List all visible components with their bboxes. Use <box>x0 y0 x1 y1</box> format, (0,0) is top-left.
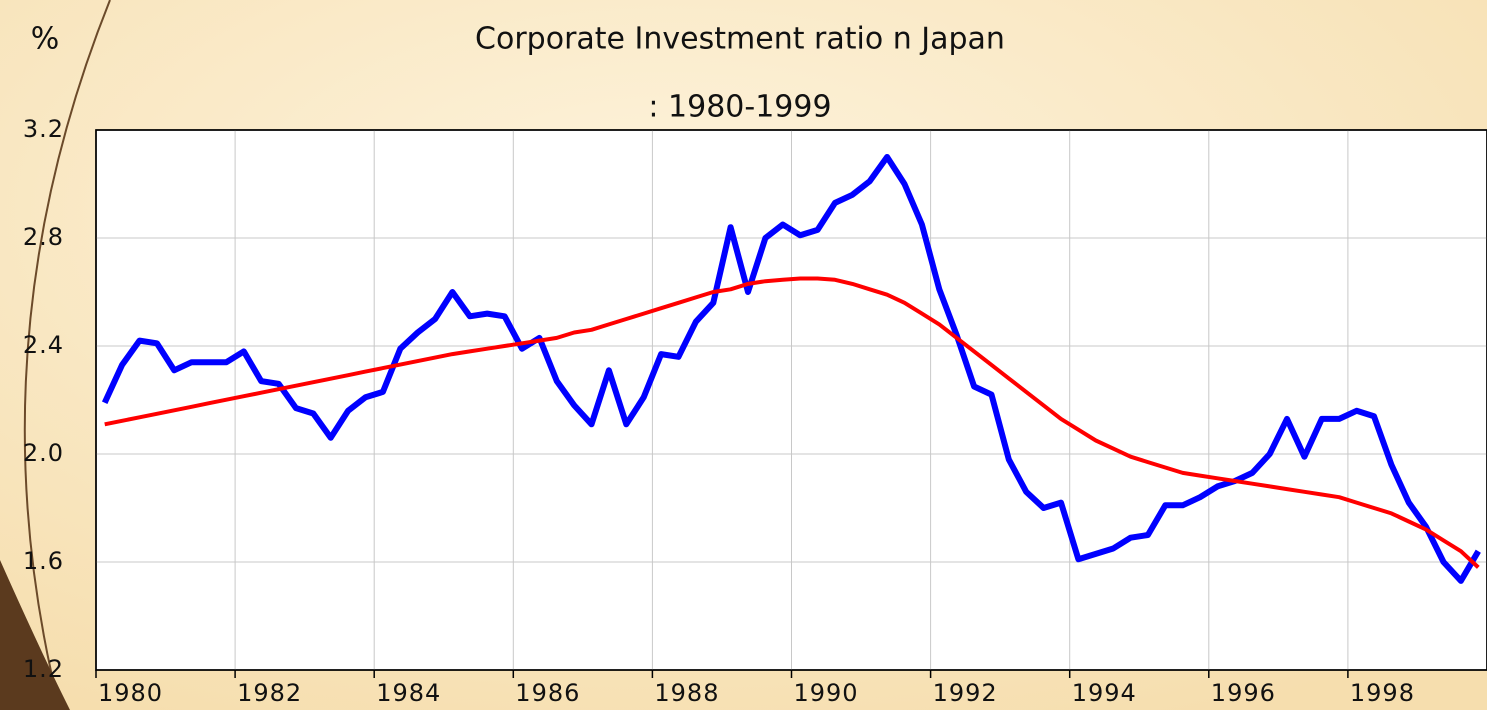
y-tick-label: 1.6 <box>23 547 64 575</box>
series-line <box>104 276 1480 569</box>
x-tick-label: 1980 <box>98 679 163 707</box>
x-tick-label: 1988 <box>654 679 719 707</box>
y-tick-label: 3.2 <box>23 115 64 143</box>
y-tick-label: 2.4 <box>23 331 64 359</box>
x-tick-label: 1986 <box>515 679 580 707</box>
x-tick-label: 1990 <box>794 679 859 707</box>
x-tick-label: 1982 <box>237 679 302 707</box>
chart-title: Corporate Investment ratio n Japan <box>475 22 1005 57</box>
decor-corner <box>0 560 70 710</box>
decor-arc <box>23 0 111 710</box>
y-tick-label: 2.8 <box>23 223 64 251</box>
chart-subtitle: : 1980-1999 <box>648 90 831 125</box>
series-line <box>101 154 1481 584</box>
x-tick-label: 1996 <box>1211 679 1276 707</box>
x-tick-label: 1998 <box>1350 679 1415 707</box>
x-tick-label: 1984 <box>376 679 441 707</box>
y-tick-label: 1.2 <box>23 655 64 683</box>
x-tick-label: 1992 <box>933 679 998 707</box>
y-axis-label: % <box>31 22 60 57</box>
plot-frame <box>95 129 1487 671</box>
y-tick-label: 2.0 <box>23 439 64 467</box>
x-tick-label: 1994 <box>1072 679 1137 707</box>
